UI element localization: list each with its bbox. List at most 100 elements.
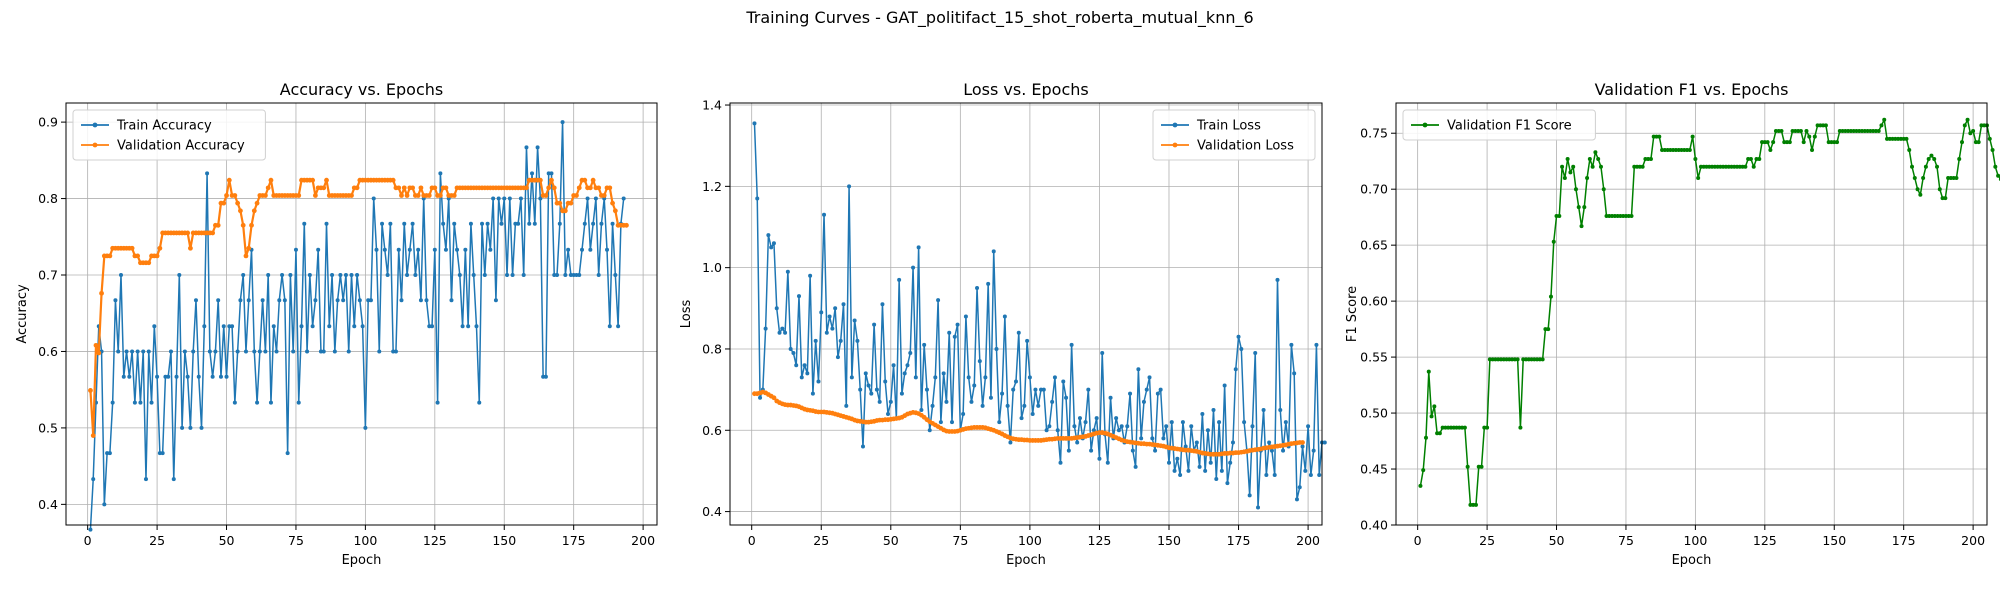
data-point	[983, 375, 988, 380]
data-point	[93, 342, 99, 348]
data-point	[1443, 425, 1448, 430]
data-point	[1568, 170, 1573, 175]
data-point	[99, 290, 104, 296]
data-point	[863, 371, 868, 376]
data-point	[1893, 136, 1898, 141]
data-point	[977, 359, 982, 364]
data-point	[1183, 444, 1188, 449]
data-point	[585, 196, 590, 201]
data-point	[1682, 148, 1687, 153]
data-point	[1281, 448, 1286, 453]
y-tick-label: 0.8	[38, 191, 58, 206]
data-point	[1912, 176, 1917, 180]
data-point	[546, 171, 551, 176]
data-point	[1429, 414, 1434, 419]
data-point	[1289, 342, 1294, 347]
data-point	[1940, 196, 1945, 201]
data-point	[255, 400, 260, 405]
data-point	[1587, 156, 1592, 161]
data-point	[135, 253, 141, 259]
data-point	[596, 185, 602, 191]
data-point	[1579, 224, 1584, 229]
data-point	[416, 247, 421, 252]
data-point	[1322, 440, 1327, 445]
data-point	[488, 247, 493, 252]
data-point	[947, 330, 952, 335]
data-point	[1000, 391, 1005, 396]
data-point	[346, 349, 351, 354]
data-point	[129, 245, 135, 251]
y-tick-label: 0.55	[1360, 350, 1388, 365]
data-point	[880, 302, 885, 307]
data-point	[516, 221, 521, 226]
data-point	[1932, 156, 1937, 161]
data-point	[1119, 424, 1124, 429]
x-tick-label: 25	[1479, 533, 1495, 548]
data-point	[1832, 140, 1837, 145]
data-point	[1987, 136, 1992, 141]
data-point	[437, 193, 443, 198]
data-point	[91, 477, 96, 482]
data-point	[266, 273, 271, 278]
data-point	[1086, 387, 1091, 392]
data-point	[1205, 428, 1210, 433]
chart-panel-2: 0 25 50 75 100 125 150 175 200 0.4 0.6 0.8 1.0 1.2 1.4…	[679, 80, 1327, 568]
data-point	[1008, 440, 1013, 445]
data-point	[796, 294, 801, 299]
data-point	[916, 245, 921, 250]
data-point	[1311, 448, 1316, 453]
data-point	[886, 412, 891, 417]
data-point	[571, 273, 576, 278]
data-point	[1696, 176, 1701, 180]
data-point	[1233, 367, 1238, 372]
legend-label: Validation Accuracy	[117, 139, 245, 154]
legend: Train Accuracy Validation Accuracy	[72, 109, 266, 161]
data-point	[166, 374, 171, 379]
data-point	[1865, 128, 1870, 133]
data-point	[1217, 420, 1222, 425]
data-point	[1125, 424, 1130, 429]
data-point	[1646, 156, 1651, 161]
data-point	[141, 349, 146, 354]
data-point	[538, 196, 543, 201]
data-point	[277, 298, 282, 303]
data-point	[621, 196, 626, 201]
data-point	[838, 338, 843, 343]
y-tick-label: 0.8	[702, 341, 722, 356]
data-point	[1253, 351, 1258, 356]
data-point	[1314, 342, 1319, 347]
data-point	[816, 379, 821, 384]
data-point	[860, 444, 865, 449]
data-point	[132, 400, 137, 405]
data-point	[1136, 367, 1141, 372]
data-point	[1230, 440, 1235, 445]
data-point	[568, 200, 574, 206]
data-point	[1141, 399, 1146, 404]
data-point	[1164, 424, 1169, 429]
data-point	[874, 387, 879, 392]
data-point	[552, 273, 557, 278]
data-point	[207, 349, 212, 354]
data-point	[1787, 140, 1792, 145]
data-point	[188, 245, 193, 251]
data-point	[1979, 123, 1984, 128]
data-point	[530, 171, 535, 176]
data-point	[1943, 196, 1948, 201]
data-point	[1451, 425, 1456, 430]
data-point	[1571, 164, 1576, 169]
data-point	[180, 425, 185, 430]
data-point	[1507, 357, 1512, 362]
data-point	[1457, 425, 1462, 430]
x-tick-label: 175	[1227, 533, 1251, 548]
data-point	[374, 247, 379, 252]
data-point	[574, 273, 579, 278]
data-point	[1211, 407, 1216, 412]
data-point	[1105, 460, 1110, 465]
data-point	[810, 391, 815, 396]
data-point	[377, 349, 382, 354]
data-point	[432, 247, 437, 252]
data-point	[774, 306, 779, 311]
data-point	[443, 185, 449, 191]
data-point	[338, 273, 343, 278]
data-point	[1826, 140, 1831, 145]
